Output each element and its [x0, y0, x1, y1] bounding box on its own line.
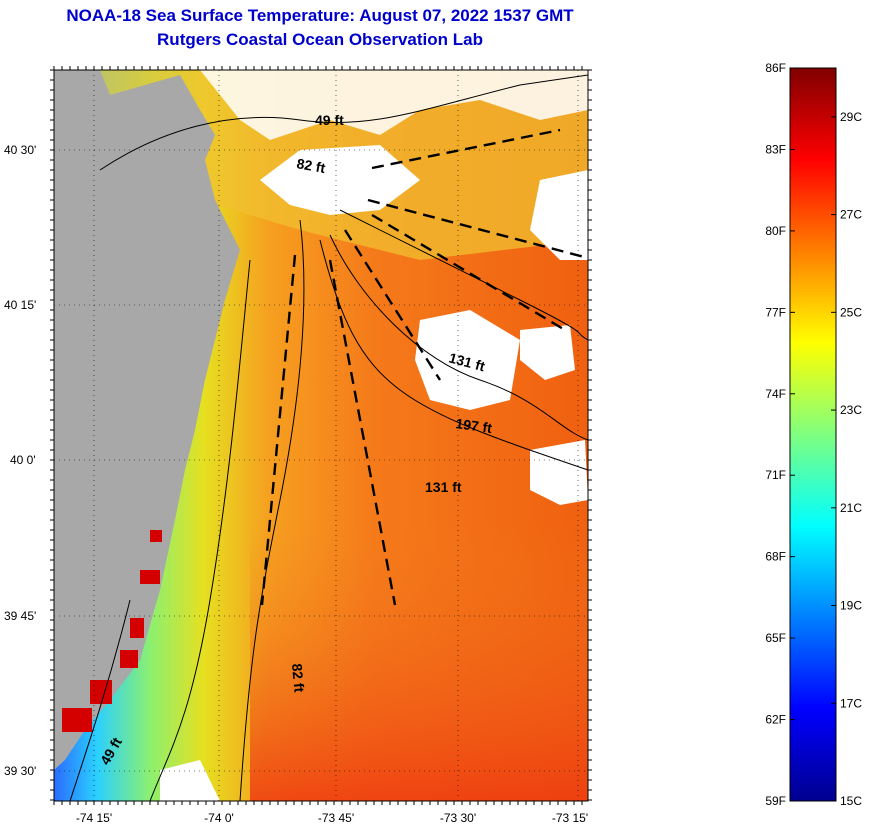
- map-subtitle: Rutgers Coastal Ocean Observation Lab: [157, 30, 483, 49]
- map-panel: 49 ft 82 ft 131 ft 197 ft 131 ft 82 ft 4…: [54, 70, 588, 801]
- cloud-east: [530, 170, 588, 260]
- cloud-shelf-2: [520, 325, 575, 380]
- y-tick-label: 40 30': [4, 143, 36, 157]
- colorbar-f-label: 68F: [765, 550, 786, 564]
- contour-label: 49 ft: [315, 112, 344, 128]
- colorbar-f-label: 80F: [765, 224, 786, 238]
- cloud-harbor: [260, 145, 420, 215]
- colorbar-fahrenheit-labels: 86F 83F 80F 77F 74F 71F 68F 65F 62F 59F: [765, 61, 786, 808]
- colorbar-f-label: 62F: [765, 713, 786, 727]
- colorbar-c-label: 23C: [840, 403, 862, 417]
- colorbar-f-label: 74F: [765, 387, 786, 401]
- colorbar-f-label: 83F: [765, 142, 786, 156]
- colorbar: 86F 83F 80F 77F 74F 71F 68F 65F 62F 59F 29C 27C 25C…: [765, 61, 862, 808]
- y-tick-label: 39 45': [4, 609, 36, 623]
- y-tick-label: 40 0': [10, 453, 36, 467]
- hot-spot: [90, 680, 112, 704]
- colorbar-celsius-labels: 29C 27C 25C 23C 21C 19C 17C 15C: [840, 110, 862, 808]
- colorbar-f-label: 71F: [765, 468, 786, 482]
- colorbar-c-label: 27C: [840, 208, 862, 222]
- colorbar-c-label: 25C: [840, 305, 862, 319]
- x-tick-label: -73 30': [440, 811, 476, 825]
- hot-spot: [62, 708, 92, 732]
- contour-label: 82 ft: [295, 155, 326, 176]
- contour-label: 131 ft: [425, 479, 462, 495]
- x-tick-label: -73 15': [552, 811, 588, 825]
- colorbar-ticks: [790, 67, 836, 802]
- colorbar-f-label: 59F: [765, 794, 786, 808]
- contour-label: 82 ft: [289, 663, 307, 693]
- map-title: NOAA-18 Sea Surface Temperature: August …: [66, 6, 574, 25]
- hot-spot: [150, 530, 162, 542]
- warm-water-south: [250, 520, 588, 801]
- shipping-lanes: [260, 128, 588, 606]
- colorbar-c-label: 21C: [840, 501, 862, 515]
- y-tick-label: 39 30': [4, 764, 36, 778]
- frame-ticks: [50, 66, 592, 805]
- hot-spot: [120, 650, 138, 668]
- contour-label: 197 ft: [455, 415, 494, 436]
- colorbar-f-label: 86F: [765, 61, 786, 75]
- land-new-jersey: [54, 70, 240, 770]
- cloud-southeast: [530, 440, 588, 505]
- x-tick-label: -73 45': [318, 811, 354, 825]
- map-frame: [53, 69, 589, 802]
- colorbar-c-label: 29C: [840, 110, 862, 124]
- grid-lines: [54, 70, 588, 801]
- colorbar-gradient: [789, 67, 837, 802]
- colorbar-c-label: 19C: [840, 599, 862, 613]
- hot-spot: [140, 570, 160, 584]
- hot-spot: [130, 618, 144, 638]
- colorbar-f-label: 77F: [765, 305, 786, 319]
- colorbar-c-label: 17C: [840, 696, 862, 710]
- colorbar-c-label: 15C: [840, 794, 862, 808]
- x-tick-label: -74 15': [76, 811, 112, 825]
- y-tick-label: 40 15': [4, 298, 36, 312]
- bathymetry-contours: [69, 74, 588, 801]
- x-tick-label: -74 0': [204, 811, 234, 825]
- colorbar-f-label: 65F: [765, 631, 786, 645]
- cloud-south: [160, 760, 220, 801]
- cloud-north: [200, 70, 588, 140]
